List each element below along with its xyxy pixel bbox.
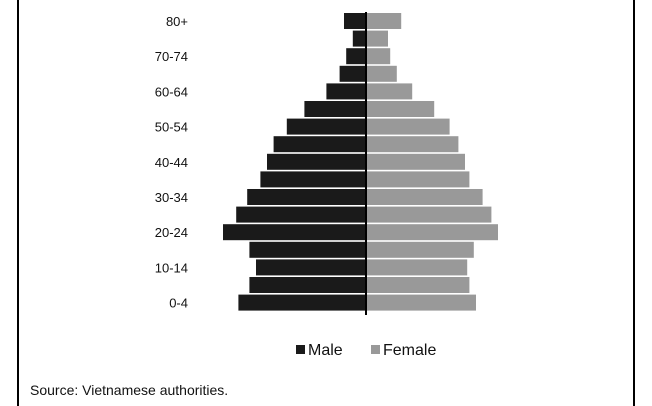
bar-male-20-24: [223, 224, 366, 241]
bar-female-25-29: [366, 206, 492, 223]
population-pyramid-chart: 80+ 70-74 60-64 50-54 40-44 30-34 20-24 10-14 0-…: [155, 12, 498, 359]
bar-female-10-14: [366, 259, 468, 276]
bar-male-10-14: [256, 259, 366, 276]
bar-male-50-54: [286, 118, 366, 135]
age-label-60-64: 60-64: [155, 84, 188, 99]
bar-female-60-64: [366, 83, 413, 100]
bar-male-0-4: [238, 294, 366, 311]
bar-male-70-74: [346, 48, 366, 65]
bar-male-15-19: [249, 241, 366, 258]
bar-female-5-9: [366, 277, 470, 293]
age-label-70-74: 70-74: [155, 49, 188, 64]
bars-group: [223, 13, 498, 311]
legend-swatch-female: [371, 345, 380, 354]
legend-label-female: Female: [383, 342, 436, 359]
age-label-30-34: 30-34: [155, 190, 188, 205]
age-label-20-24: 20-24: [155, 225, 188, 240]
legend-label-male: Male: [308, 342, 343, 359]
bar-female-40-44: [366, 153, 465, 170]
bar-female-0-4: [366, 294, 476, 311]
bar-male-30-34: [247, 189, 366, 205]
bar-male-65-69: [339, 65, 366, 82]
bar-male-40-44: [267, 153, 366, 170]
bar-male-75-79: [352, 30, 366, 47]
bar-female-70-74: [366, 48, 391, 65]
age-label-40-44: 40-44: [155, 155, 188, 170]
bar-female-75-79: [366, 30, 388, 47]
bar-female-30-34: [366, 189, 483, 205]
bar-male-5-9: [249, 277, 366, 293]
age-label-50-54: 50-54: [155, 120, 188, 135]
age-label-10-14: 10-14: [155, 260, 188, 275]
bar-male-45-49: [273, 136, 366, 153]
bar-female-80+: [366, 13, 402, 29]
bar-female-50-54: [366, 118, 450, 135]
bar-female-35-39: [366, 171, 470, 188]
bar-male-80+: [344, 13, 366, 29]
bar-male-25-29: [236, 206, 366, 223]
age-label-0-4: 0-4: [169, 296, 188, 311]
frame-left-border: [17, 0, 19, 406]
source-note: Source: Vietnamese authorities.: [30, 382, 229, 398]
bar-female-15-19: [366, 241, 474, 258]
bar-male-55-59: [304, 101, 366, 117]
bar-female-45-49: [366, 136, 459, 153]
age-labels-group: 80+ 70-74 60-64 50-54 40-44 30-34 20-24 10-14 0-…: [155, 14, 188, 311]
legend: Male Female: [296, 342, 436, 359]
bar-female-55-59: [366, 101, 435, 117]
bar-female-20-24: [366, 224, 498, 241]
bar-male-35-39: [260, 171, 366, 188]
legend-swatch-male: [296, 345, 305, 354]
bar-female-65-69: [366, 65, 397, 82]
bar-male-60-64: [326, 83, 366, 100]
frame-right-border: [633, 0, 635, 406]
age-label-80+: 80+: [166, 14, 188, 29]
